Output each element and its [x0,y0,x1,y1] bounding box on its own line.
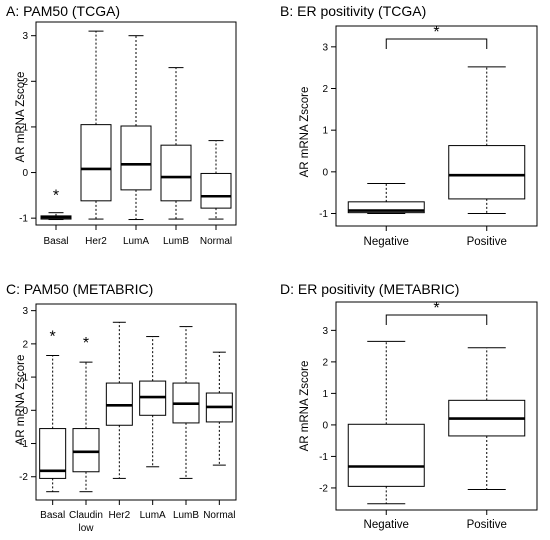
panel-1: A: PAM50 (TCGA) AR mRNA Zscore -1 0 1 2 3 Basal… [6,3,237,247]
box-her2 [105,321,133,479]
y-tick-label: 2 [322,357,328,368]
y-tick-label: -1 [319,209,328,220]
box-normal [200,140,232,220]
x-tick-label: LumA [123,236,149,247]
box-basal [39,354,67,493]
panel-4: D: ER positivity (METABRIC) AR mRNA Zscor… [280,281,538,531]
box-basal [40,212,72,221]
y-tick-label: -1 [319,452,328,463]
y-tick-label: 2 [22,339,28,350]
y-tick-label: 1 [22,122,28,133]
x-tick-label: Her2 [108,510,130,521]
x-tick-label: Her2 [85,236,107,247]
y-tick-label: 3 [22,31,28,42]
x-tick-label: Negative [364,519,409,531]
significance-star: * [53,188,59,205]
y-tick-label: -1 [19,214,28,225]
x-tick-label: LumB [163,236,189,247]
iqr-box [120,125,152,191]
x-tick-label: Normal [200,236,232,247]
y-tick-label: 0 [22,168,28,179]
x-tick-label: Positive [467,236,507,248]
x-tick-label: Basal [43,236,68,247]
x-tick-label: Positive [467,519,507,531]
y-axis-label: AR mRNA Zscore [299,87,311,178]
panel-title: B: ER positivity (TCGA) [280,3,426,19]
y-tick-label: 2 [22,77,28,88]
box-luma [139,336,167,468]
x-tick-label: Basal [40,510,65,521]
iqr-box [72,428,100,473]
box-negative [347,183,425,214]
box-luma [120,35,152,221]
plot-frame [335,301,538,511]
box-claudin-low [72,361,100,493]
significance-bracket [385,314,488,325]
iqr-box [347,423,425,487]
x-tick-label: Negative [364,236,409,248]
iqr-box [160,144,192,202]
significance-star: * [83,335,89,352]
significance-star: * [433,24,439,41]
y-axis-label: AR mRNA Zscore [15,72,27,163]
box-positive [448,66,526,214]
significance-star: * [433,300,439,317]
panel-3: C: PAM50 (METABRIC) AR mRNA Zscore -2 -1 0 1 2… [6,281,237,534]
x-tick-label: low [78,523,94,534]
iqr-box [448,145,526,200]
y-tick-label: -2 [319,483,328,494]
x-tick-label: Claudin [69,510,103,521]
panel-title: A: PAM50 (TCGA) [6,3,120,19]
iqr-box [200,172,232,209]
iqr-box [80,124,112,202]
y-tick-label: 2 [322,84,328,95]
y-axis-label: AR mRNA Zscore [15,355,27,446]
box-lumb [172,326,200,479]
y-tick-label: 3 [322,42,328,53]
y-tick-label: 0 [322,167,328,178]
x-tick-label: LumA [140,510,166,521]
y-tick-label: 0 [22,406,28,417]
panel-2: B: ER positivity (TCGA) AR mRNA Zscore -1 0… [280,3,538,248]
box-normal [205,351,233,466]
significance-star: * [50,328,56,345]
y-tick-label: 0 [322,420,328,431]
y-axis-label: AR mRNA Zscore [299,361,311,452]
box-her2 [80,30,112,220]
y-tick-label: 1 [322,389,328,400]
y-tick-label: 3 [22,306,28,317]
iqr-box [347,201,425,214]
y-tick-label: 3 [322,326,328,337]
y-tick-label: 1 [22,373,28,384]
y-tick-label: 1 [322,126,328,137]
panel-title: D: ER positivity (METABRIC) [280,281,459,297]
box-lumb [160,67,192,220]
panel-title: C: PAM50 (METABRIC) [6,281,153,297]
box-positive [448,347,526,491]
significance-bracket [385,38,488,49]
plot-frame [35,303,237,501]
box-negative [347,340,425,505]
x-tick-label: Normal [203,510,235,521]
x-tick-label: LumB [173,510,199,521]
plot-frame [335,25,538,227]
y-tick-label: -1 [19,439,28,450]
y-tick-label: -2 [19,472,28,483]
